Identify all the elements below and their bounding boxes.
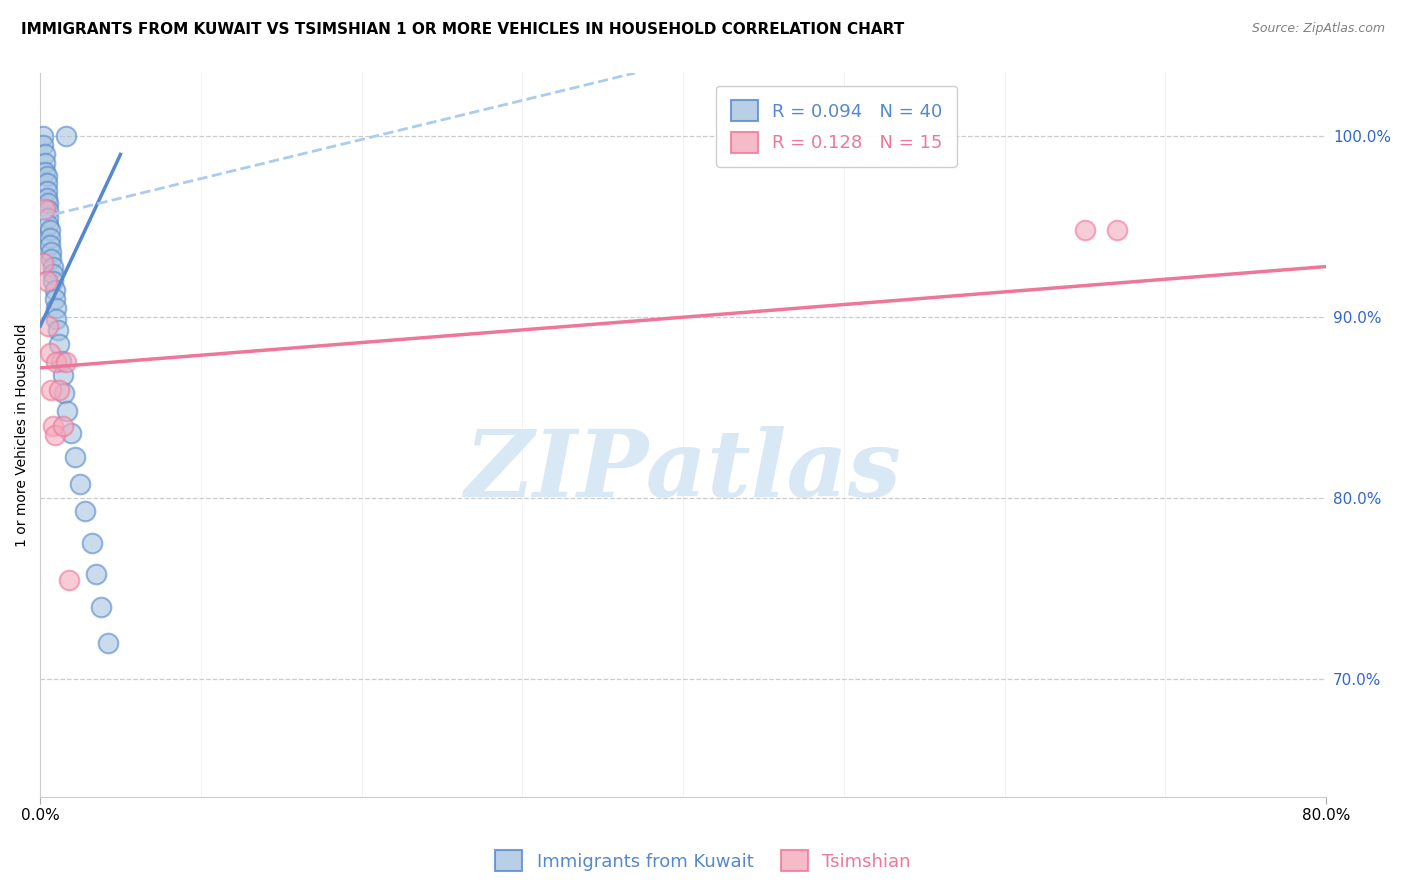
Point: [41, 245, 63, 260]
Point: [35, 169, 58, 183]
Point: [41, 383, 63, 397]
Point: [56, 404, 79, 418]
Point: [75, 504, 97, 518]
Point: [34, 156, 56, 170]
Point: [86, 567, 108, 582]
Point: [1074, 223, 1097, 237]
Point: [34, 165, 56, 179]
Y-axis label: 1 or more Vehicles in Household: 1 or more Vehicles in Household: [15, 323, 30, 547]
Point: [48, 383, 70, 397]
Point: [90, 599, 112, 614]
Point: [59, 425, 82, 440]
Legend: Immigrants from Kuwait, Tsimshian: Immigrants from Kuwait, Tsimshian: [488, 843, 918, 879]
Point: [45, 312, 67, 326]
Point: [38, 230, 60, 244]
Point: [1107, 223, 1129, 237]
Point: [69, 476, 91, 491]
Text: ZIPatlas: ZIPatlas: [464, 426, 901, 516]
Legend: R = 0.094   N = 40, R = 0.128   N = 15: R = 0.094 N = 40, R = 0.128 N = 15: [716, 86, 957, 167]
Point: [35, 191, 58, 205]
Point: [55, 355, 77, 369]
Point: [37, 218, 59, 232]
Point: [32, 138, 55, 153]
Point: [45, 301, 67, 315]
Point: [32, 256, 55, 270]
Point: [35, 184, 58, 198]
Point: [52, 368, 75, 383]
Point: [42, 260, 65, 274]
Point: [46, 323, 69, 337]
Point: [97, 636, 120, 650]
Point: [55, 129, 77, 144]
Point: [65, 450, 87, 464]
Point: [49, 353, 72, 368]
Point: [42, 267, 65, 281]
Point: [52, 418, 75, 433]
Point: [58, 573, 80, 587]
Text: IMMIGRANTS FROM KUWAIT VS TSIMSHIAN 1 OR MORE VEHICLES IN HOUSEHOLD CORRELATION : IMMIGRANTS FROM KUWAIT VS TSIMSHIAN 1 OR…: [21, 22, 904, 37]
Point: [48, 337, 70, 351]
Point: [38, 238, 60, 252]
Point: [37, 211, 59, 225]
Point: [42, 418, 65, 433]
Point: [35, 177, 58, 191]
Text: Source: ZipAtlas.com: Source: ZipAtlas.com: [1251, 22, 1385, 36]
Point: [38, 346, 60, 360]
Point: [44, 292, 66, 306]
Point: [80, 536, 103, 550]
Point: [37, 203, 59, 218]
Point: [32, 129, 55, 144]
Point: [37, 319, 59, 334]
Point: [41, 252, 63, 267]
Point: [45, 355, 67, 369]
Point: [34, 147, 56, 161]
Point: [34, 202, 56, 216]
Point: [42, 274, 65, 288]
Point: [37, 196, 59, 211]
Point: [35, 274, 58, 288]
Point: [53, 386, 76, 401]
Point: [38, 223, 60, 237]
Point: [44, 283, 66, 297]
Point: [44, 427, 66, 442]
